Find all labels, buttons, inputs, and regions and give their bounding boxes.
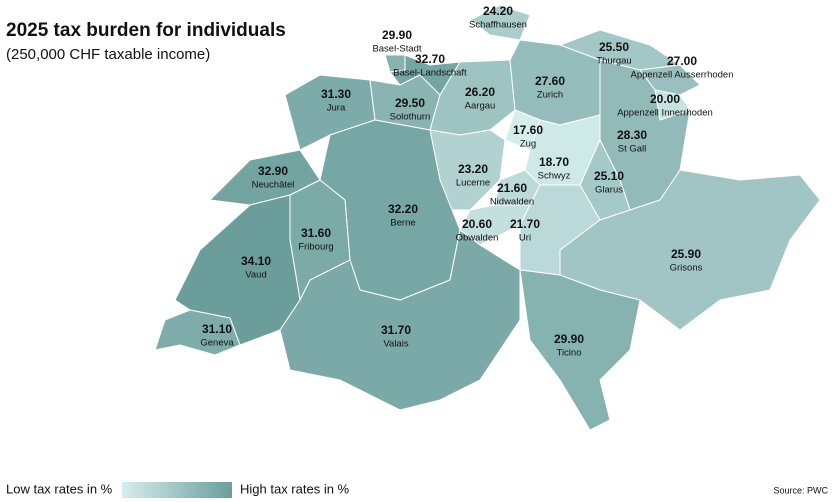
map [154, 4, 821, 431]
canton [519, 269, 641, 431]
canton [154, 309, 241, 356]
canton-name: Solothurn [390, 112, 431, 123]
title: 2025 tax burden for individuals [6, 20, 286, 41]
value-label: 32.70 [415, 52, 445, 66]
canton-name: Jura [327, 103, 346, 114]
legend-high: High tax rates in % [240, 481, 350, 496]
canton-name: Zurich [537, 90, 563, 101]
canton-name: Berne [390, 218, 415, 229]
value-label: 18.70 [539, 155, 569, 169]
value-label: 31.60 [301, 226, 331, 240]
canton-name: Valais [383, 339, 408, 350]
canton-name: Schwyz [538, 171, 571, 182]
value-label: 25.50 [599, 40, 629, 54]
legend-low: Low tax rates in % [6, 481, 113, 496]
canton-name: Thurgau [596, 56, 631, 67]
canton-name: Basel-Landschaft [393, 68, 467, 79]
canton-name: Ticino [557, 348, 582, 359]
canton-name: Nidwalden [490, 197, 534, 208]
value-label: 31.10 [202, 322, 232, 336]
value-label: 34.10 [241, 254, 271, 268]
value-label: 31.70 [381, 323, 411, 337]
value-label: 27.60 [535, 74, 565, 88]
value-label: 25.10 [594, 169, 624, 183]
value-label: 29.50 [395, 96, 425, 110]
value-label: 20.60 [462, 217, 492, 231]
canton-name: Basel-Stadt [372, 44, 421, 55]
value-label: 31.30 [321, 87, 351, 101]
canton-name: Neuchâtel [252, 180, 295, 191]
canton-name: Zug [520, 139, 536, 150]
canton-name: Geneva [200, 338, 234, 349]
value-label: 20.00 [650, 92, 680, 106]
value-label: 25.90 [671, 247, 701, 261]
canton-name: Appenzell Innerrhoden [617, 108, 713, 119]
canton-name: Schaffhausen [469, 20, 527, 31]
canton [469, 4, 531, 41]
value-label: 21.70 [510, 217, 540, 231]
canton-name: Lucerne [456, 178, 490, 189]
value-label: 17.60 [513, 123, 543, 137]
canton-name: Appenzell Ausserrhoden [631, 70, 734, 81]
value-label: 24.20 [483, 4, 513, 18]
canton-name: Vaud [245, 270, 266, 281]
canton-name: Glarus [595, 185, 623, 196]
value-label: 27.00 [667, 54, 697, 68]
value-label: 23.20 [458, 162, 488, 176]
canton-name: Uri [519, 233, 531, 244]
value-label: 21.60 [497, 181, 527, 195]
source: Source: PWC [773, 485, 828, 495]
canton-name: Obwalden [456, 233, 499, 244]
value-label: 32.90 [258, 164, 288, 178]
value-label: 29.90 [554, 332, 584, 346]
canton-name: St Gall [618, 144, 647, 155]
value-label: 28.30 [617, 128, 647, 142]
canton-name: Grisons [670, 263, 703, 274]
subtitle: (250,000 CHF taxable income) [6, 46, 210, 63]
value-label: 32.20 [388, 202, 418, 216]
value-label: 26.20 [465, 85, 495, 99]
canton-name: Fribourg [298, 242, 333, 253]
legend-gradient [122, 482, 232, 498]
canton-name: Aargau [465, 101, 496, 112]
value-label: 29.90 [382, 28, 412, 42]
